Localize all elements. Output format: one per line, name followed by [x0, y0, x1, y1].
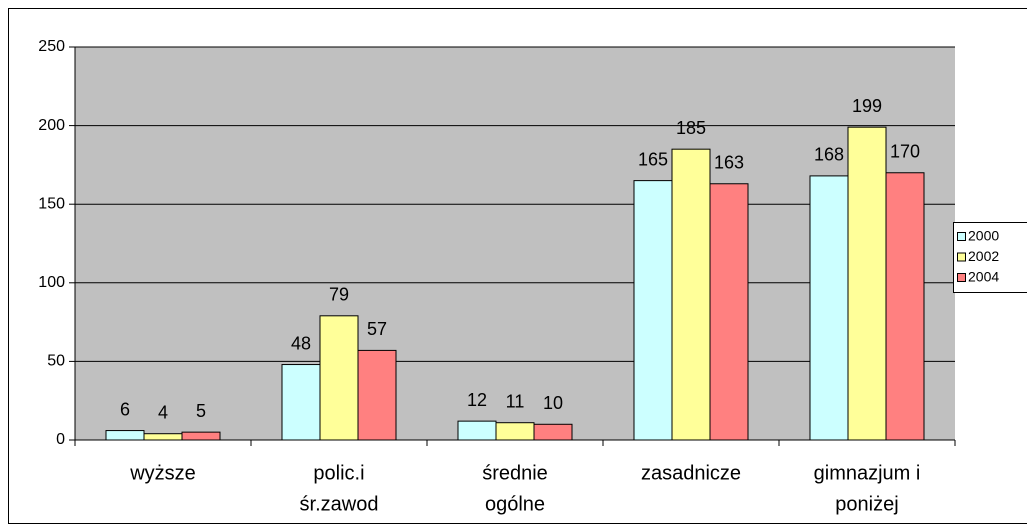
data-label: 12 [467, 390, 487, 410]
data-label: 163 [714, 153, 744, 173]
bar [709, 183, 749, 441]
bar [495, 422, 535, 441]
legend-swatch [957, 273, 966, 282]
bar [319, 315, 359, 441]
bar [357, 349, 397, 441]
y-tick-label: 50 [47, 353, 65, 370]
bar [533, 423, 573, 441]
data-label: 168 [814, 145, 844, 165]
bar [105, 430, 145, 441]
data-label: 6 [120, 399, 130, 419]
bar [671, 148, 711, 441]
data-label: 79 [329, 285, 349, 305]
data-label: 10 [543, 393, 563, 413]
x-tick-label: ogólne [485, 493, 545, 515]
bar [281, 364, 321, 441]
data-label: 48 [291, 333, 311, 353]
data-label: 11 [506, 391, 525, 411]
data-label: 185 [676, 118, 706, 138]
data-label: 199 [852, 96, 882, 116]
bar [143, 433, 183, 441]
legend-label: 2004 [968, 269, 999, 285]
data-label: 57 [367, 319, 387, 339]
x-tick-label: śr.zawod [300, 493, 379, 515]
bar [633, 180, 673, 441]
bar [457, 420, 497, 441]
x-tick-label: średnie [482, 462, 548, 484]
x-tick-label: polic.i [313, 462, 364, 484]
plot-background [75, 47, 955, 440]
data-label: 170 [890, 142, 920, 162]
data-label: 165 [638, 149, 668, 169]
bar [885, 172, 925, 441]
legend-label: 2002 [968, 248, 999, 264]
data-label: 4 [158, 402, 168, 422]
y-tick-label: 0 [56, 431, 65, 448]
x-tick-label: poniżej [835, 493, 898, 515]
legend-label: 2000 [968, 228, 999, 244]
bar [181, 431, 221, 441]
y-tick-label: 150 [38, 195, 65, 212]
x-tick-label: zasadnicze [641, 462, 741, 484]
legend-swatch [957, 252, 966, 262]
bar [809, 175, 849, 441]
legend-swatch [957, 232, 966, 241]
x-tick-label: gimnazjum i [814, 462, 921, 484]
bar [847, 126, 887, 441]
data-label: 5 [196, 401, 206, 421]
y-tick-label: 250 [38, 38, 65, 55]
y-tick-label: 200 [38, 117, 65, 134]
y-tick-label: 100 [38, 274, 65, 291]
x-tick-label: wyższe [129, 462, 196, 484]
